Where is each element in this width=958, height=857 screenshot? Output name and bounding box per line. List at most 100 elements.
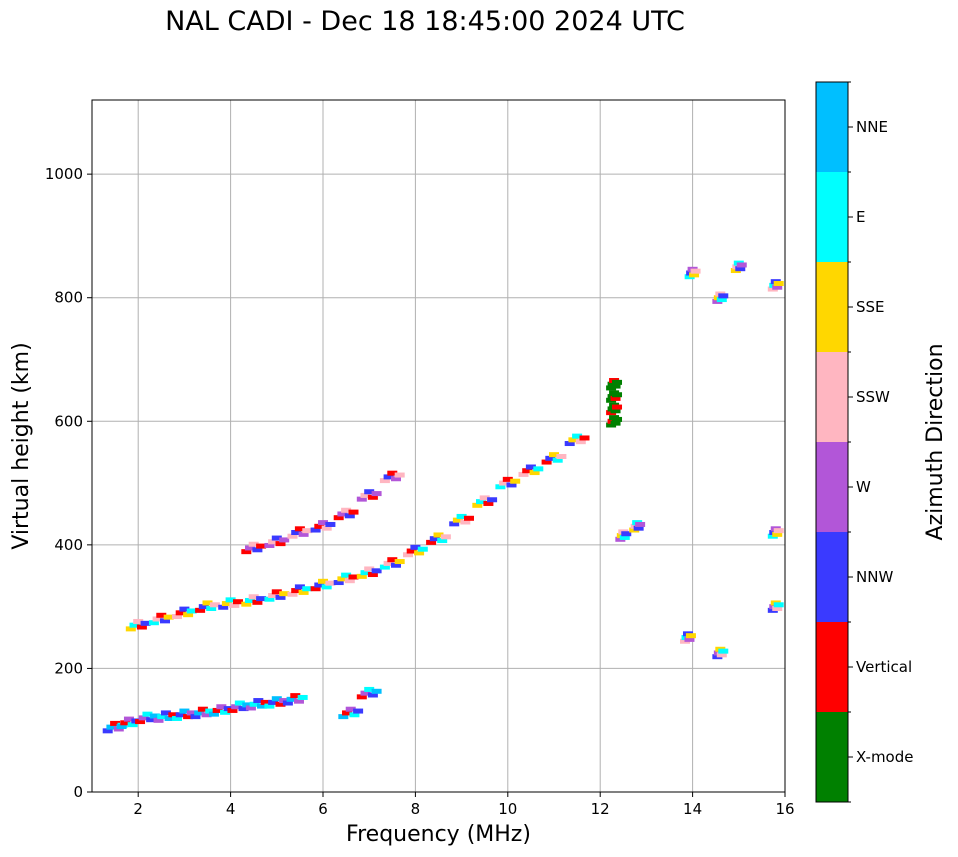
data-point — [773, 528, 784, 534]
data-point — [502, 476, 513, 482]
colorbar-tick-label: W — [856, 478, 871, 496]
data-point — [556, 454, 567, 460]
grid-lines — [92, 100, 786, 793]
data-point — [356, 496, 367, 502]
data-point — [249, 701, 260, 707]
data-point — [195, 607, 206, 613]
data-point — [298, 531, 309, 537]
data-point — [383, 474, 394, 480]
data-point — [123, 716, 134, 722]
data-point — [149, 713, 160, 719]
data-point — [227, 707, 238, 713]
data-point — [241, 549, 252, 555]
data-point — [146, 717, 157, 723]
data-point — [264, 703, 275, 709]
series-4 — [615, 260, 784, 660]
data-point — [371, 491, 382, 497]
colorbar-frame — [815, 81, 849, 803]
data-point — [302, 528, 313, 534]
data-point — [499, 480, 510, 486]
data-point — [252, 547, 263, 553]
data-point — [353, 708, 364, 714]
data-point — [140, 620, 151, 626]
data-point — [390, 562, 401, 568]
data-point — [314, 523, 325, 529]
data-point — [133, 618, 144, 624]
data-point — [216, 704, 227, 710]
data-point — [525, 464, 536, 470]
data-point — [635, 521, 646, 527]
data-point — [568, 437, 579, 443]
data-point — [234, 700, 245, 706]
colorbar-tick-label: Vertical — [856, 658, 912, 676]
data-point — [135, 719, 146, 725]
data-point — [545, 455, 556, 461]
data-point — [218, 604, 229, 610]
x-tick-label: 14 — [683, 800, 702, 818]
data-point — [349, 712, 360, 718]
data-point — [264, 596, 275, 602]
data-point — [168, 712, 179, 718]
data-point — [360, 690, 371, 696]
data-point — [268, 539, 279, 545]
data-point — [282, 700, 293, 706]
data-point — [186, 608, 197, 614]
data-point — [772, 284, 783, 290]
x-tick-label: 2 — [133, 800, 143, 818]
data-point — [337, 511, 348, 517]
data-point — [183, 612, 194, 618]
data-point — [472, 502, 483, 508]
data-point — [175, 712, 186, 718]
data-point — [479, 495, 490, 501]
data-point — [348, 509, 359, 515]
data-point — [689, 272, 700, 278]
data-point — [383, 560, 394, 566]
data-point — [338, 714, 349, 720]
data-point — [194, 710, 205, 716]
data-point — [157, 714, 168, 720]
data-point — [579, 435, 590, 441]
data-point — [356, 694, 367, 700]
data-point — [271, 696, 282, 702]
data-point — [463, 515, 474, 521]
data-point — [387, 557, 398, 563]
data-point — [271, 535, 282, 541]
data-point — [212, 707, 223, 713]
data-point — [138, 715, 149, 721]
data-point — [127, 722, 138, 728]
y-tick-label: 1000 — [45, 165, 83, 183]
data-point — [356, 573, 367, 579]
data-point — [183, 714, 194, 720]
colorbar: X-mode Vertical NNW W SSW SSE E NNE — [815, 81, 913, 803]
data-point — [287, 591, 298, 597]
data-point — [414, 550, 425, 556]
data-point — [287, 533, 298, 539]
data-point — [205, 708, 216, 714]
data-point — [186, 710, 197, 716]
y-tick-label: 0 — [73, 783, 83, 801]
x-axis-label: Frequency (MHz) — [346, 822, 531, 847]
data-point — [426, 539, 437, 545]
data-point — [221, 601, 232, 607]
data-point — [164, 715, 175, 721]
data-point — [718, 293, 729, 299]
data-point — [612, 379, 623, 385]
data-point — [229, 602, 240, 608]
x-tick-label: 8 — [411, 800, 421, 818]
data-point — [325, 580, 336, 586]
data-point — [437, 538, 448, 544]
data-point — [333, 515, 344, 521]
data-point — [341, 507, 352, 513]
data-point — [552, 457, 563, 463]
data-point — [610, 420, 621, 426]
data-point — [238, 706, 249, 712]
colorbar-label: Azimuth Direction — [923, 343, 948, 540]
data-point — [449, 521, 460, 527]
colorbar-tick-label: NNE — [856, 118, 888, 136]
data-point — [610, 395, 621, 401]
colorbar-tick-label: SSE — [856, 298, 885, 316]
data-point — [476, 499, 487, 505]
data-point — [125, 626, 136, 632]
data-point — [387, 470, 398, 476]
